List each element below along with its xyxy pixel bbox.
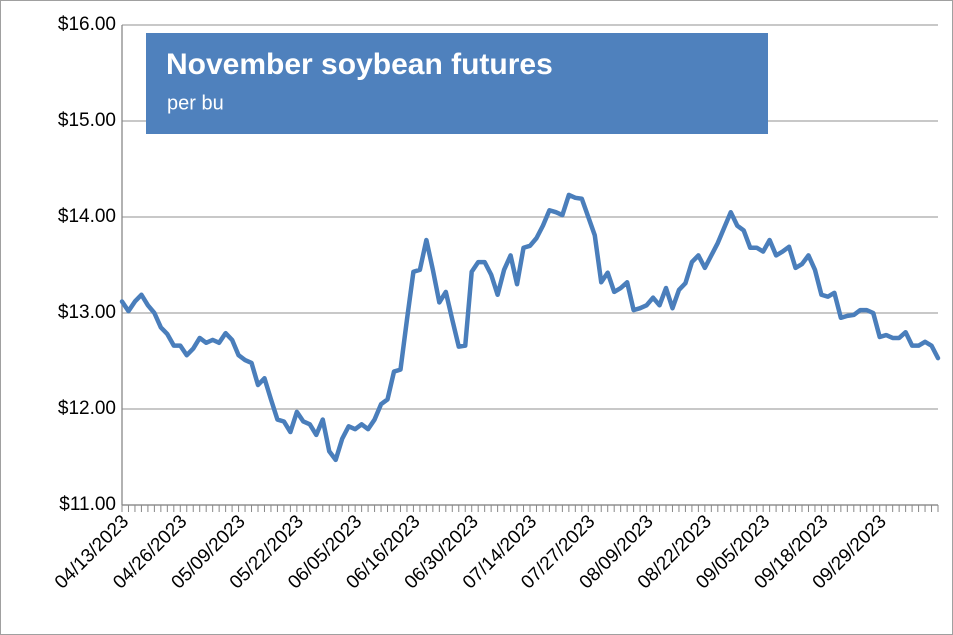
chart-title: November soybean futures — [166, 48, 553, 81]
y-tick-label: $16.00 — [58, 14, 116, 35]
y-tick-label: $15.00 — [58, 110, 116, 131]
data-line — [119, 192, 941, 463]
y-tick-label: $14.00 — [58, 206, 116, 227]
y-tick-label: $11.00 — [59, 494, 116, 515]
y-tick-label: $12.00 — [58, 398, 116, 419]
y-tick-label: $13.00 — [58, 302, 116, 323]
chart-subtitle: per bu — [167, 92, 224, 114]
title-box — [146, 33, 768, 134]
